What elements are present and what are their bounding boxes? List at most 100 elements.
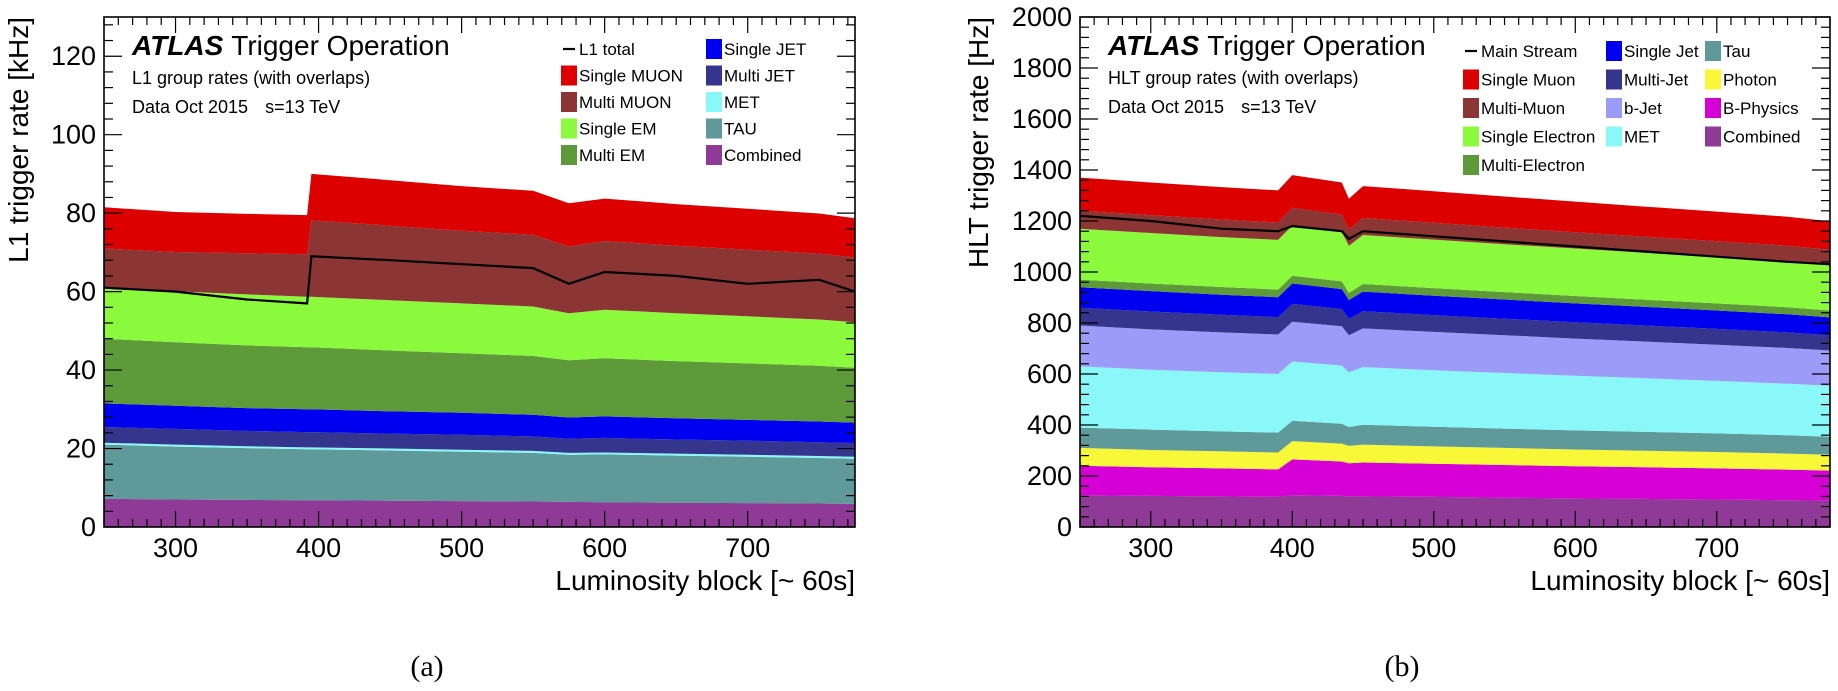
y-tick-label: 100 (51, 120, 96, 150)
legend-label-single-jet: Single JET (724, 40, 806, 59)
y-tick-label: 2000 (1012, 2, 1072, 32)
y-tick-label: 120 (51, 41, 96, 71)
area-combined (104, 498, 855, 527)
y-tick-label: 200 (1027, 461, 1072, 491)
legend-label-photon: Photon (1723, 71, 1777, 90)
legend-label-met: MET (724, 93, 760, 112)
legend-swatch-met (1606, 126, 1622, 147)
legend-label-combined: Combined (724, 146, 802, 165)
line-l1-total (103, 255, 856, 305)
legend-label-b-jet: b-Jet (1624, 99, 1662, 118)
plot-frame (103, 16, 856, 528)
area-multi-electron (1080, 275, 1830, 318)
legend-swatch-multi-em (561, 145, 577, 165)
area-single-electron (1080, 225, 1830, 311)
legend-label-multi-muon: Multi-Muon (1481, 99, 1565, 118)
legend-label-single-muon: Single Muon (1481, 71, 1576, 90)
subtitle-sqrt-s: s (1241, 97, 1250, 117)
legend-label-b-physics: B-Physics (1723, 99, 1799, 118)
y-tick-label: 40 (66, 355, 96, 385)
legend-label-combined: Combined (1723, 128, 1801, 147)
legend-swatch-photon (1705, 69, 1721, 90)
line-main-stream (1079, 214, 1831, 266)
title-rest: Trigger Operation (1207, 30, 1425, 61)
subtitle-data-suffix: =13 TeV (1250, 97, 1316, 117)
legend-swatch-multi-jet (1606, 69, 1622, 90)
area-b-physics (1080, 459, 1830, 501)
area-tau (104, 444, 855, 504)
area-met (1080, 361, 1830, 437)
y-tick-label: 20 (66, 434, 96, 464)
x-tick-label: 700 (1694, 533, 1739, 563)
caption-b: (b) (1384, 650, 1420, 683)
subtitle-data: Data Oct 2015 s=13 TeV (1108, 97, 1316, 117)
y-axis-label: HLT trigger rate [Hz] (963, 17, 994, 268)
area-combined (1080, 495, 1830, 527)
title-atlas: ATLAS (131, 30, 224, 61)
legend-swatch-single-em (561, 118, 577, 139)
legend-swatch-b-physics (1705, 98, 1721, 118)
x-axis-label: Luminosity block [~ 60s] (1530, 565, 1830, 596)
area-single-em (104, 287, 855, 368)
chart-title: ATLAS Trigger Operation (131, 30, 450, 61)
legend-label-single-jet: Single Jet (1624, 42, 1699, 61)
area-multi-jet (104, 427, 855, 457)
x-tick-label: 400 (296, 533, 341, 563)
legend-swatch-tau (706, 118, 722, 139)
legend-label-single-em: Single EM (579, 120, 656, 139)
legend-label-tau: TAU (724, 120, 757, 139)
area-single-jet (1080, 283, 1830, 336)
x-tick-label: 700 (725, 533, 770, 563)
y-tick-label: 80 (66, 198, 96, 228)
legend-label-multi-jet: Multi-Jet (1624, 71, 1689, 90)
legend-label-tau: Tau (1723, 42, 1750, 61)
y-axis-label: L1 trigger rate [kHz] (3, 17, 34, 263)
legend-swatch-single-muon (561, 65, 577, 86)
caption-a: (a) (410, 650, 444, 683)
subtitle-data-prefix: Data Oct 2015 (1108, 97, 1229, 117)
title-rest: Trigger Operation (231, 30, 449, 61)
area-photon (1080, 441, 1830, 471)
y-tick-label: 0 (81, 512, 96, 542)
legend-swatch-tau (1705, 41, 1721, 61)
legend-swatch-combined (706, 145, 722, 165)
x-tick-label: 400 (1270, 533, 1315, 563)
legend-label-l1-total: L1 total (579, 40, 635, 59)
chart-title: ATLAS Trigger Operation (1107, 30, 1426, 61)
legend-label-multi-jet: Multi JET (724, 67, 795, 86)
legend-swatch-combined (1705, 126, 1721, 147)
legend-label-multi-em: Multi EM (579, 146, 645, 165)
area-tau (1080, 420, 1830, 455)
y-tick-label: 800 (1027, 308, 1072, 338)
legend-label-met: MET (1624, 128, 1660, 147)
area-met (104, 442, 855, 459)
y-tick-label: 60 (66, 277, 96, 307)
x-tick-label: 600 (1553, 533, 1598, 563)
x-tick-label: 300 (153, 533, 198, 563)
legend-swatch-multi-muon (561, 92, 577, 112)
subtitle-data: Data Oct 2015 s=13 TeV (132, 97, 340, 117)
y-tick-label: 1600 (1012, 104, 1072, 134)
y-tick-label: 1000 (1012, 257, 1072, 287)
legend-swatch-b-jet (1606, 98, 1622, 118)
area-multi-muon (104, 220, 855, 323)
legend-swatch-single-electron (1463, 126, 1479, 147)
legend-label-single-muon: Single MUON (579, 67, 683, 86)
legend-swatch-single-jet (706, 39, 722, 59)
legend-swatch-multi-jet (706, 65, 722, 86)
legend-label-main-stream: Main Stream (1481, 42, 1577, 61)
area-single-jet (104, 403, 855, 443)
chart-b: 300 400 500 600 700 0 200 400 600 800 1000 1200 1400… (963, 2, 1831, 596)
x-tick-label: 600 (582, 533, 627, 563)
y-tick-label: 400 (1027, 410, 1072, 440)
chart-a: 300 400 500 600 700 0 20 40 60 80 100 120 Luminosity… (3, 16, 856, 596)
subtitle-sqrt-s: s (265, 97, 274, 117)
area-b-jet (1080, 321, 1830, 386)
x-axis-label: Luminosity block [~ 60s] (555, 565, 855, 596)
area-multi-jet (1080, 303, 1830, 351)
x-tick-label: 300 (1128, 533, 1173, 563)
subtitle-rates: HLT group rates (with overlaps) (1108, 68, 1358, 88)
subtitle-data-suffix: =13 TeV (274, 97, 340, 117)
y-tick-label: 600 (1027, 359, 1072, 389)
